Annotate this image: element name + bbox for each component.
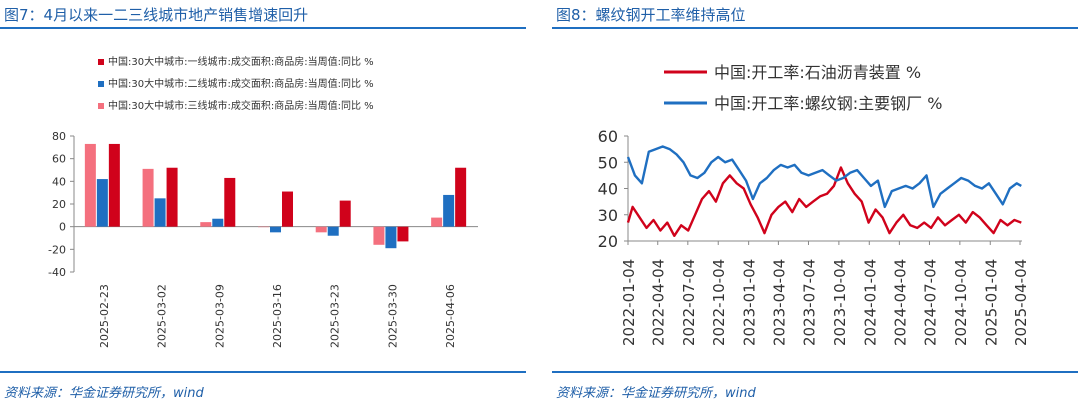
y-tick-label: -20 — [48, 243, 66, 256]
x-tick-label: 2025-03-02 — [156, 284, 169, 348]
chart-title: 图7：4月以来一二三线城市地产销售增速回升 — [4, 6, 309, 24]
x-tick-label: 2025-04-04 — [1012, 259, 1030, 346]
y-tick-label: 20 — [52, 198, 66, 211]
title-divider — [552, 27, 1078, 29]
bar — [431, 217, 443, 227]
bar — [385, 226, 397, 249]
chart-panel-operating-rate: 图8：螺纹钢开工率维持高位 中国:开工率:石油沥青装置 % 中国:开工率:螺纹钢:… — [552, 0, 1080, 405]
x-tick-label: 2024-10-04 — [952, 259, 970, 346]
bar — [270, 226, 281, 233]
bar — [108, 143, 120, 227]
legend-label: 中国:30大中城市:二线城市:成交面积:商品房:当周值:同比 % — [108, 77, 374, 90]
bar — [315, 226, 327, 233]
legend-label: 中国:开工率:螺纹钢:主要钢厂 % — [714, 94, 942, 113]
source-note: 资料来源：华金证券研究所，wind — [556, 386, 756, 401]
bar — [224, 177, 236, 227]
bar — [339, 200, 351, 227]
x-tick-label: 2025-04-06 — [444, 284, 457, 348]
x-tick-label: 2024-04-04 — [891, 259, 909, 346]
x-tick-label: 2022-10-04 — [710, 259, 728, 346]
y-tick-label: 80 — [52, 130, 66, 143]
y-tick-label: 40 — [52, 175, 66, 188]
legend-label: 中国:30大中城市:三线城市:成交面积:商品房:当周值:同比 % — [108, 99, 374, 112]
x-tick-label: 2022-04-04 — [650, 259, 668, 346]
bar — [397, 226, 409, 242]
bar-chart: 中国:30大中城市:一线城市:成交面积:商品房:当周值:同比 % 中国:30大中城… — [48, 55, 478, 348]
series-line — [626, 166, 1022, 238]
x-tick-label: 2025-03-09 — [213, 284, 226, 348]
bar — [258, 226, 269, 228]
bar — [200, 222, 212, 227]
source-note: 资料来源：华金证券研究所，wind — [4, 386, 204, 401]
x-tick-label: 2024-01-04 — [861, 259, 879, 346]
y-tick-label: 50 — [598, 153, 618, 172]
x-tick-label: 2025-03-23 — [329, 284, 342, 348]
bar — [282, 191, 293, 227]
bar — [96, 179, 108, 227]
source-divider — [0, 371, 526, 373]
x-tick-label: 2025-03-30 — [386, 284, 399, 348]
y-tick-label: 30 — [598, 206, 618, 225]
x-tick-label: 2023-01-04 — [741, 259, 759, 346]
bar — [212, 218, 224, 227]
y-tick-label: 0 — [59, 221, 66, 234]
x-tick-label: 2022-07-04 — [680, 259, 698, 346]
bar — [154, 198, 166, 227]
x-tick-label: 2025-03-16 — [271, 284, 284, 348]
y-tick-label: 60 — [598, 127, 618, 146]
chart-panel-housing-sales: 图7：4月以来一二三线城市地产销售增速回升 中国:30大中城市:一线城市:成交面… — [0, 0, 528, 405]
title-divider — [0, 27, 526, 29]
x-tick-label: 2025-01-04 — [982, 259, 1000, 346]
series-line — [626, 145, 1022, 209]
bar — [455, 167, 467, 227]
bar — [166, 167, 178, 227]
x-tick-label: 2023-04-04 — [770, 259, 788, 346]
y-tick-label: 60 — [52, 153, 66, 166]
x-tick-label: 2025-02-23 — [98, 284, 111, 348]
legend-swatch — [98, 81, 104, 87]
line-chart: 中国:开工率:石油沥青装置 % 中国:开工率:螺纹钢:主要钢厂 % 20 30 40 50… — [598, 63, 1030, 346]
x-tick-label: 2023-10-04 — [831, 259, 849, 346]
bar — [373, 226, 385, 245]
chart-title: 图8：螺纹钢开工率维持高位 — [556, 6, 746, 24]
x-tick-label: 2023-07-04 — [800, 259, 818, 346]
y-tick-label: 40 — [598, 180, 618, 199]
x-tick-label: 2022-01-04 — [620, 259, 638, 346]
legend-swatch — [98, 103, 104, 109]
y-tick-label: 20 — [598, 232, 618, 251]
bar — [443, 194, 455, 227]
bar — [327, 226, 339, 236]
legend-swatch — [98, 59, 104, 65]
legend-label: 中国:开工率:石油沥青装置 % — [714, 63, 921, 82]
y-tick-label: -40 — [48, 266, 66, 279]
source-divider — [552, 371, 1078, 373]
bar — [142, 168, 154, 227]
bar — [84, 143, 96, 227]
legend-label: 中国:30大中城市:一线城市:成交面积:商品房:当周值:同比 % — [108, 55, 374, 68]
x-tick-label: 2024-07-04 — [921, 259, 939, 346]
